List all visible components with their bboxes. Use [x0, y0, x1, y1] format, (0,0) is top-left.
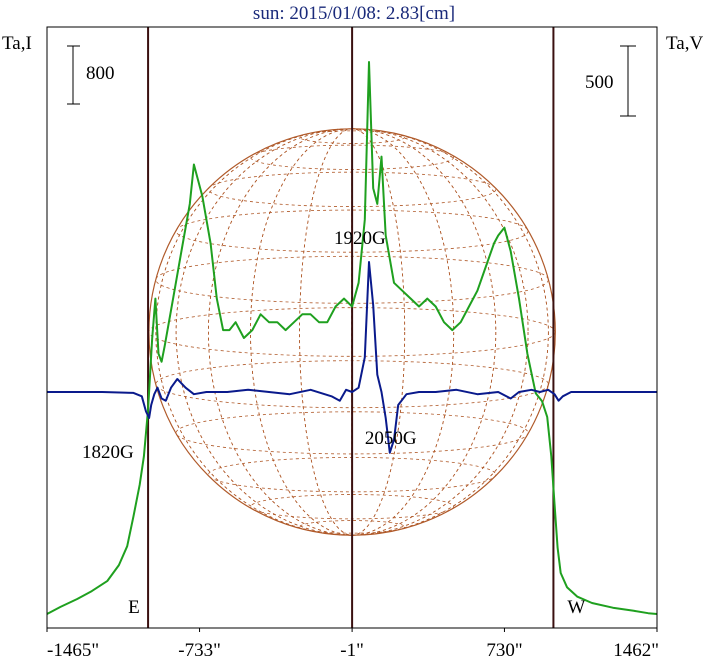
- series-layer: [46, 61, 658, 615]
- latitude-line: [299, 520, 406, 534]
- chart-title: sun: 2015/01/08: 2.83[cm]: [253, 3, 455, 24]
- scale-bar-left: 800: [67, 45, 115, 105]
- annotation-label: 1820G: [82, 442, 134, 463]
- annotation-label: 2050G: [365, 428, 417, 449]
- y-left-label: Ta,I: [2, 33, 32, 54]
- latitude-line: [175, 411, 529, 455]
- limb-marker-label: W: [567, 597, 585, 618]
- limb-marker-label: E: [128, 597, 140, 618]
- latitude-line: [299, 130, 406, 144]
- series-line-I: [46, 61, 658, 615]
- x-tick-label: 730": [486, 640, 522, 661]
- longitude-line: [250, 128, 455, 536]
- x-tick-label: -1465": [47, 640, 99, 661]
- series-line-V: [47, 261, 657, 454]
- annotation-label: 1920G: [334, 228, 386, 249]
- latitude-line: [175, 209, 529, 253]
- annotations: 1920G 1820G 2050G: [82, 228, 417, 463]
- scale-right-label: 500: [585, 72, 614, 93]
- y-right-label: Ta,V: [666, 33, 703, 54]
- scale-bar-right: 500: [585, 45, 636, 117]
- x-tick-label: 1462": [613, 640, 659, 661]
- x-ticks: -1465" -733" -1" 730" 1462": [46, 628, 659, 661]
- x-tick-label: -1": [340, 640, 364, 661]
- x-tick-label: -733": [178, 640, 221, 661]
- scale-left-label: 800: [86, 63, 115, 84]
